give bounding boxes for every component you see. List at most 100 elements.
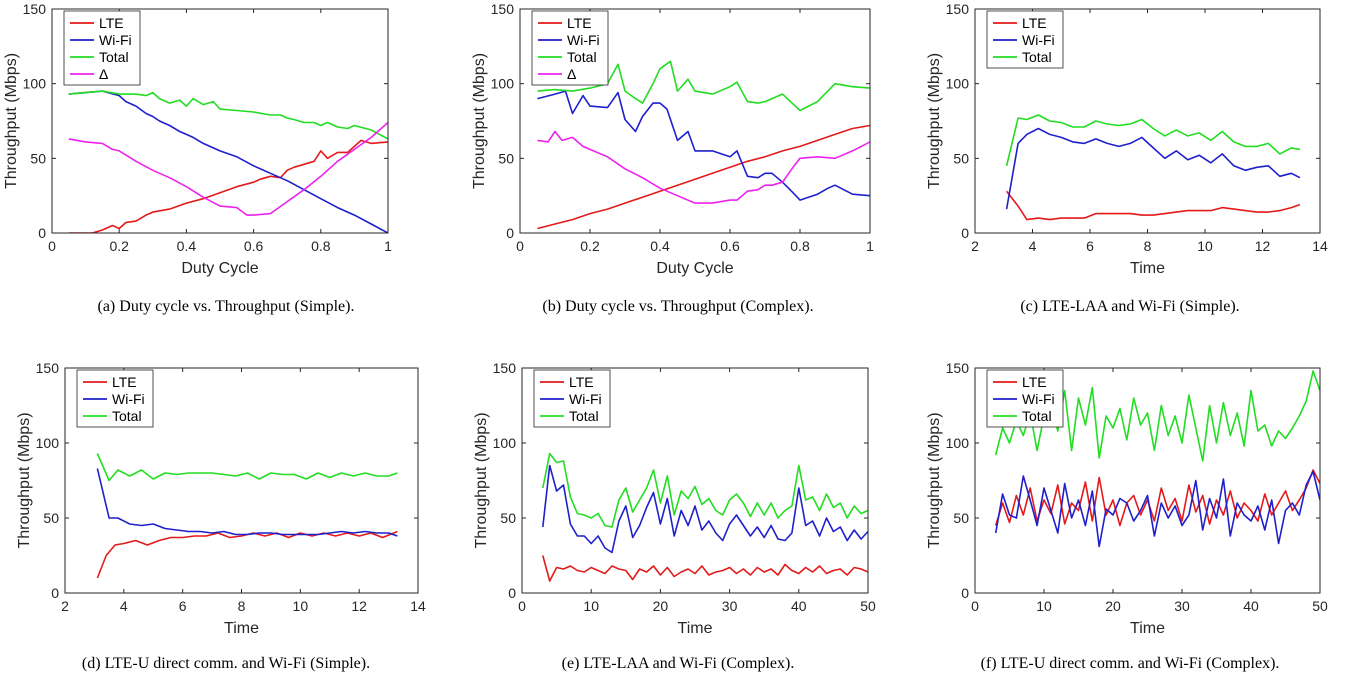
x-tick-label: 0 — [48, 238, 56, 254]
x-tick-label: 20 — [653, 598, 669, 614]
series-line-wifi — [542, 464, 868, 554]
x-tick-label: 50 — [860, 598, 876, 614]
y-tick-label: 100 — [36, 435, 60, 451]
series-line-wifi — [994, 470, 1320, 548]
y-axis-label: Throughput (Mbps) — [3, 53, 20, 189]
y-axis-label: Throughput (Mbps) — [926, 412, 943, 548]
y-tick-label: 0 — [38, 225, 46, 241]
x-axis-label: Duty Cycle — [656, 260, 733, 277]
x-tick-label: 0 — [971, 598, 979, 614]
x-tick-label: 1 — [384, 238, 392, 254]
x-tick-label: 0.2 — [580, 238, 600, 254]
x-tick-label: 40 — [791, 598, 807, 614]
x-tick-label: 0.6 — [244, 238, 264, 254]
x-tick-label: 1 — [866, 238, 874, 254]
y-axis-label: Throughput (Mbps) — [926, 53, 943, 189]
y-tick-label: 150 — [946, 1, 970, 17]
x-tick-label: 2 — [61, 598, 69, 614]
series-line-total — [537, 60, 870, 112]
x-tick-label: 0 — [516, 238, 524, 254]
caption-e: (e) LTE-LAA and Wi-Fi (Complex). — [561, 655, 795, 672]
axes-box — [974, 367, 1321, 594]
axes-box — [521, 367, 869, 594]
legend-label: LTE — [1022, 15, 1047, 31]
legend-label: Wi-Fi — [569, 391, 602, 407]
x-tick-label: 8 — [238, 598, 246, 614]
legend-label: Total — [1022, 408, 1052, 424]
caption-a: (a) Duty cycle vs. Throughput (Simple). — [97, 298, 355, 315]
series-line-lte — [537, 124, 870, 230]
y-tick-label: 0 — [961, 225, 969, 241]
legend-label: Total — [112, 408, 142, 424]
x-tick-label: 10 — [1036, 598, 1052, 614]
series-line- — [68, 121, 388, 216]
y-tick-label: 50 — [498, 150, 514, 166]
chart-panel-f: 0 10 20 30 40 50 0 50 100 150 Time Throughput (Mbps… — [926, 360, 1328, 637]
legend-label: Wi-Fi — [1022, 391, 1055, 407]
series-line-lte — [96, 530, 398, 579]
x-tick-label: 40 — [1243, 598, 1259, 614]
series-line-wifi — [96, 468, 398, 537]
series-group — [542, 452, 868, 582]
series-line-lte — [68, 139, 388, 233]
x-tick-label: 14 — [1312, 238, 1328, 254]
series-line-total — [542, 452, 868, 528]
series-group — [1005, 114, 1301, 221]
y-tick-label: 0 — [961, 585, 969, 601]
axes-box — [974, 8, 1321, 234]
chart-panel-d: 2 4 6 8 10 12 14 0 50 100 150 Time Throughput (Mbps)… — [16, 360, 426, 637]
y-tick-label: 50 — [953, 510, 969, 526]
series-line-wifi — [1005, 127, 1301, 210]
caption-b: (b) Duty cycle vs. Throughput (Complex). — [542, 298, 814, 315]
series-line-total — [68, 90, 388, 140]
legend-label: Wi-Fi — [567, 32, 600, 48]
x-tick-label: 4 — [120, 598, 128, 614]
chart-panel-c: 2 4 6 8 10 12 14 0 50 100 150 Time Throughput (Mbps)… — [926, 1, 1328, 277]
series-line-wifi — [68, 90, 388, 233]
series-group — [68, 90, 388, 233]
x-tick-label: 50 — [1312, 598, 1328, 614]
y-tick-label: 150 — [493, 360, 517, 376]
y-tick-label: 50 — [500, 510, 516, 526]
legend-label: Wi-Fi — [1022, 32, 1055, 48]
x-tick-label: 0.6 — [720, 238, 740, 254]
series-line- — [537, 130, 870, 204]
y-tick-label: 0 — [508, 585, 516, 601]
legend-label: LTE — [99, 15, 124, 31]
y-tick-label: 150 — [491, 1, 515, 17]
x-tick-label: 6 — [179, 598, 187, 614]
y-tick-label: 50 — [43, 510, 59, 526]
y-axis-label: Throughput (Mbps) — [16, 412, 33, 548]
x-axis-label: Duty Cycle — [181, 260, 258, 277]
x-tick-label: 10 — [1197, 238, 1213, 254]
legend-label: Wi-Fi — [99, 32, 132, 48]
axes-box — [519, 8, 871, 234]
y-tick-label: 150 — [23, 1, 47, 17]
x-tick-label: 0 — [518, 598, 526, 614]
y-axis-label: Throughput (Mbps) — [471, 53, 488, 189]
series-line-lte — [994, 469, 1320, 527]
chart-panel-e: 0 10 20 30 40 50 0 50 100 150 Time Throughput (Mbps… — [473, 360, 876, 637]
legend-label: LTE — [112, 374, 137, 390]
series-group — [96, 453, 398, 579]
y-tick-label: 100 — [23, 76, 47, 92]
x-tick-label: 12 — [1255, 238, 1271, 254]
x-tick-label: 2 — [971, 238, 979, 254]
y-tick-label: 150 — [946, 360, 970, 376]
legend-label: Total — [1022, 49, 1052, 65]
series-line-lte — [1005, 190, 1301, 221]
axes-box — [51, 8, 389, 234]
legend-label: LTE — [567, 15, 592, 31]
x-tick-label: 30 — [1174, 598, 1190, 614]
caption-f: (f) LTE-U direct comm. and Wi-Fi (Comple… — [980, 655, 1280, 672]
caption-c: (c) LTE-LAA and Wi-Fi (Simple). — [1020, 298, 1240, 315]
x-tick-label: 8 — [1144, 238, 1152, 254]
legend-label: Total — [569, 408, 599, 424]
chart-panel-b: 0 0.2 0.4 0.6 0.8 1 0 50 100 150 Duty Cycle Through… — [471, 1, 874, 277]
x-tick-label: 20 — [1105, 598, 1121, 614]
series-group — [537, 60, 870, 230]
